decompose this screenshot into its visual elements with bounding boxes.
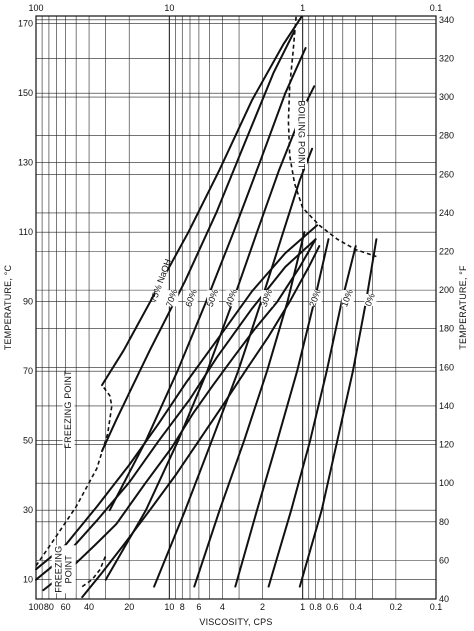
series-label-background [155,259,168,303]
left-tick-label: 10 [23,575,33,585]
right-tick-label: 220 [439,247,454,257]
right-tick-label: 180 [439,324,454,334]
freezing-point-label-upper: FREEZING POINT [63,370,73,449]
freezing-point-lower-label-line: POINT [64,555,74,584]
bottom-tick-label: 20 [124,602,134,612]
series-line-unlabeled [35,224,319,571]
top-tick-label: 0.1 [430,3,443,13]
left-tick-label: 30 [23,505,33,515]
right-tick-label: 320 [439,53,454,63]
right-tick-label: 240 [439,208,454,218]
right-tick-label: 60 [439,555,449,565]
boiling-point-label: BOILING POINT [297,100,307,169]
bottom-tick-label: 0.1 [430,602,443,612]
series-curves [35,15,378,599]
right-tick-label: 140 [439,401,454,411]
series-label-background [225,290,238,307]
right-tick-label: 260 [439,169,454,179]
series-label: 0% [363,292,377,308]
series-label-background [166,290,179,307]
bottom-tick-label: 10 [164,602,174,612]
series-line [101,29,296,453]
left-tick-label: 130 [18,158,33,168]
series-label-background [341,290,354,307]
right-tick-label: 80 [439,517,449,527]
left-tick-label: 150 [18,88,33,98]
series-line [193,231,306,588]
bottom-tick-label: 0.4 [349,602,362,612]
top-tick-label: 10 [164,3,174,13]
plot-frame [35,15,437,600]
series-line [108,47,307,512]
y-axis-title-left: TEMPERATURE, °C [3,264,13,350]
series-line [101,15,303,387]
left-tick-label: 110 [19,227,33,237]
right-tick-label: 280 [439,131,454,141]
left-tick-label: 70 [23,366,33,376]
bottom-tick-label: 8 [180,602,185,612]
right-tick-label: 300 [439,92,454,102]
right-tick-label: 100 [439,478,454,488]
series-label-background [207,290,220,307]
freezing-point-lower-label-background [51,545,76,594]
series-labels: 0%10%20%30%40%50%60%70%75% NaOH [51,100,377,594]
series-label-background [261,290,274,307]
bottom-tick-label: 1 [300,602,305,612]
series-line-unlabeled [42,238,317,592]
series-line-unlabeled [81,245,321,599]
top-tick-label: 100 [28,3,43,13]
bottom-tick-label: 0.6 [326,602,339,612]
series-line [298,238,378,588]
series-label-background [364,293,377,306]
bottom-tick-label: 2 [260,602,265,612]
right-tick-label: 200 [439,285,454,295]
right-tick-label: 120 [439,440,454,450]
bottom-tick-label: 4 [220,602,225,612]
bottom-tick-label: 60 [61,602,71,612]
left-tick-label: 170 [18,19,33,29]
bottom-tick-label: 0.8 [309,602,322,612]
left-tick-label: 90 [23,297,33,307]
top-tick-label: 1 [300,3,305,13]
bottom-tick-label: 80 [44,602,54,612]
series-line-unlabeled [35,238,317,581]
freezing-point-lower-label-line: FREEZING [54,546,64,593]
boiling-point-label-background [294,100,307,169]
freezing-point-label-lower: FREEZINGPOINT [54,546,74,593]
grid-lines [35,16,437,600]
right-tick-label: 160 [439,362,454,372]
x-axis-title: VISCOSITY, CPS [199,617,272,627]
series-label-background [185,290,198,307]
series-label-background [309,290,322,307]
bottom-tick-label: 6 [196,602,201,612]
bottom-tick-label: 100 [28,602,43,612]
freezing-point-curve-upper [35,384,113,567]
y-axis-title-right: TEMPERATURE, °F [458,265,468,350]
right-tick-label: 340 [439,15,454,25]
freezing-point-label-background [62,373,75,446]
bottom-tick-label: 40 [84,602,94,612]
left-tick-label: 50 [23,436,33,446]
boiling-point-curve [287,16,377,258]
bottom-tick-label: 0.2 [390,602,403,612]
right-tick-label: 40 [439,594,449,604]
series-line [104,85,316,581]
